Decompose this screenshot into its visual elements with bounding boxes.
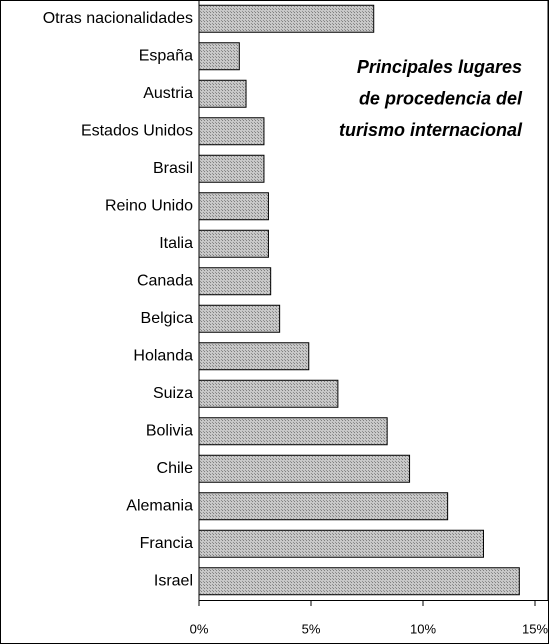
y-tick-label: España: [139, 47, 193, 64]
bar: [198, 79, 247, 108]
x-tick-label: 10%: [410, 621, 436, 636]
y-tick-label: Suiza: [153, 385, 193, 402]
y-tick-label: Israel: [154, 572, 193, 589]
bar: [198, 42, 240, 71]
y-tick-label: Otras nacionalidades: [43, 10, 193, 27]
bar: [198, 229, 269, 258]
bar: [198, 567, 520, 596]
x-tick-label: 15%: [522, 621, 548, 636]
chart-title: Principales lugares: [357, 57, 522, 77]
bar: [198, 304, 281, 333]
bar: [198, 379, 339, 408]
bar: [198, 267, 272, 296]
y-tick-label: Holanda: [133, 347, 193, 364]
y-tick-label: Chile: [157, 460, 194, 477]
x-tick-label: 0%: [190, 621, 209, 636]
y-tick-label: Brasil: [153, 160, 193, 177]
bar: [198, 492, 449, 521]
bar: [198, 342, 310, 371]
y-tick-label: Belgica: [141, 310, 194, 327]
bar: [198, 4, 375, 33]
x-tick-label: 5%: [302, 621, 321, 636]
bar: [198, 529, 484, 558]
y-tick-label: Bolivia: [146, 422, 193, 439]
y-tick-label: Austria: [143, 85, 193, 102]
bar: [198, 192, 269, 221]
y-tick-label: Canada: [137, 272, 193, 289]
bar: [198, 454, 411, 483]
bar: [198, 417, 388, 446]
y-tick-label: Francia: [140, 535, 193, 552]
chart-title: de procedencia del: [359, 88, 523, 108]
y-tick-label: Alemania: [126, 497, 193, 514]
bar: [198, 154, 265, 183]
y-tick-label: Estados Unidos: [81, 122, 193, 139]
y-tick-label: Reino Unido: [105, 197, 193, 214]
chart-title: turismo internacional: [339, 120, 523, 140]
bar: [198, 117, 265, 146]
y-tick-label: Italia: [159, 235, 193, 252]
